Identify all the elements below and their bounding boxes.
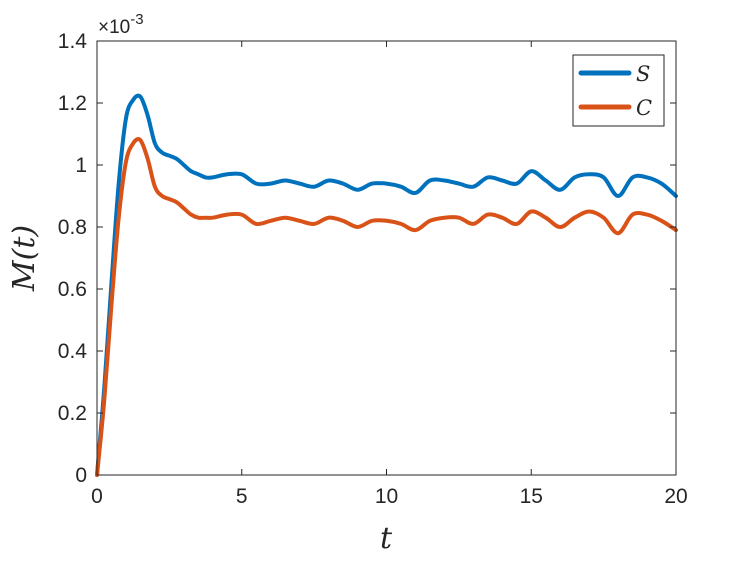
- y-exponent-base: ×10: [98, 17, 130, 38]
- y-tick-label: 1.4: [58, 30, 88, 53]
- y-tick-label: 0.2: [58, 402, 87, 425]
- x-tick-label: 0: [91, 485, 103, 508]
- y-axis-title: M(t): [7, 225, 42, 292]
- y-exponent-label: ×10-3: [98, 11, 144, 38]
- y-tick-label: 1.2: [58, 92, 87, 115]
- y-exponent-power: -3: [130, 11, 143, 28]
- y-tick-label: 0.4: [58, 340, 88, 363]
- series-layer: [95, 93, 678, 477]
- legend-box: [572, 54, 665, 127]
- ticks-layer: 0 5 10 15 20 0 0.2 0.4 0.6 0.8 1 1.2 1.4: [58, 30, 688, 508]
- series-line-s: [95, 93, 678, 477]
- y-tick-label: 1: [75, 154, 87, 177]
- x-tick-label: 20: [664, 485, 687, 508]
- x-tick-label: 5: [236, 485, 248, 508]
- y-tick-label: 0.6: [58, 278, 87, 301]
- legend: S C: [572, 54, 665, 127]
- y-tick-label: 0.8: [58, 216, 87, 239]
- y-tick-label: 0: [75, 464, 87, 487]
- series-line-c: [95, 137, 678, 477]
- legend-label-c: C: [636, 96, 652, 120]
- legend-label-s: S: [636, 62, 650, 86]
- x-tick-label: 10: [375, 485, 398, 508]
- x-tick-label: 15: [520, 485, 543, 508]
- x-axis-title: t: [380, 521, 393, 556]
